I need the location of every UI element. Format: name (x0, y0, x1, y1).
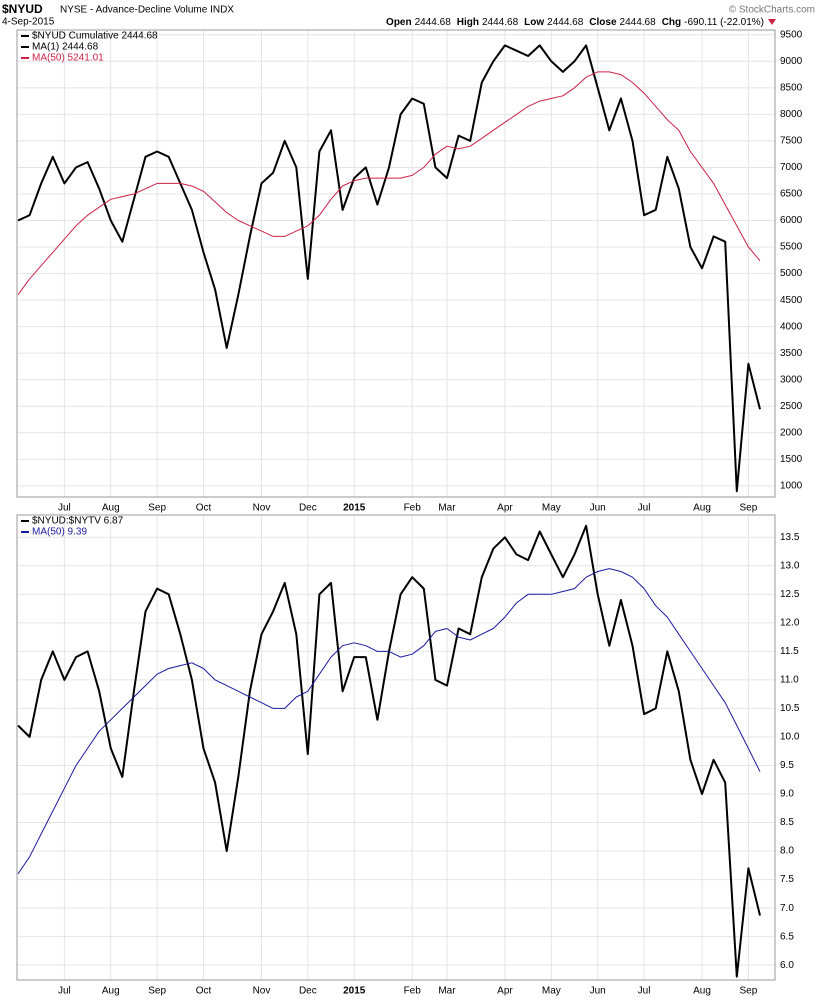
x-tick-label: Jun (590, 986, 606, 997)
x-tick-label: Sep (740, 986, 758, 997)
symbol-name: NYSE - Advance-Decline Volume INDX (60, 5, 234, 16)
plot-border (16, 29, 776, 498)
y-tick-label: 7.5 (780, 874, 794, 885)
x-tick-label: Apr (497, 503, 513, 514)
quote-label: Close (589, 17, 617, 28)
x-tick-label: Sep (148, 986, 166, 997)
y-tick-label: 5500 (780, 242, 803, 253)
plot-border (16, 514, 776, 981)
y-tick-label: 11.0 (780, 675, 799, 686)
x-tick-label: Sep (740, 503, 758, 514)
quote-label: High (457, 17, 479, 28)
y-tick-label: 3000 (780, 374, 803, 385)
x-tick-label: Mar (438, 503, 456, 514)
plot-area (17, 30, 775, 497)
x-tick-label: Aug (693, 986, 711, 997)
x-tick-label: Apr (497, 986, 513, 997)
symbol: $NYUD (2, 2, 43, 16)
series-line (17, 568, 761, 875)
x-tick-label: Aug (693, 503, 711, 514)
y-tick-label: 8.0 (780, 846, 794, 857)
x-tick-label: Dec (299, 986, 317, 997)
y-tick-label: 4500 (780, 295, 803, 306)
x-tick-label: Dec (299, 503, 317, 514)
y-tick-label: 6000 (780, 215, 803, 226)
x-tick-label: Feb (404, 986, 422, 997)
y-tick-label: 10.0 (780, 732, 800, 743)
x-tick-label: Sep (148, 503, 166, 514)
y-tick-label: 7500 (780, 136, 803, 147)
y-tick-label: 2500 (780, 401, 803, 412)
x-tick-label: Feb (404, 503, 422, 514)
quote-value: -690.11 (-22.01%) (684, 17, 764, 28)
legend-label: MA(50) 9.39 (32, 527, 87, 538)
y-tick-label: 8.5 (780, 817, 794, 828)
series-line (17, 44, 761, 493)
x-tick-label: Jul (638, 503, 651, 514)
y-tick-label: 2000 (780, 427, 803, 438)
legend-label: MA(50) 5241.01 (32, 53, 104, 64)
x-tick-label: Mar (438, 986, 456, 997)
x-tick-label: 2015 (343, 986, 366, 997)
down-arrow (768, 19, 776, 25)
quote-line: Open 2444.68 High 2444.68 Low 2444.68 Close 244… (386, 17, 764, 28)
quote-value: 2444.68 (482, 17, 519, 28)
x-tick-label: Jun (590, 503, 606, 514)
legend-label: MA(1) 2444.68 (32, 42, 99, 53)
y-tick-label: 4000 (780, 321, 803, 332)
y-tick-label: 7.0 (780, 903, 794, 914)
y-tick-label: 9500 (780, 29, 803, 40)
x-tick-label: May (542, 986, 561, 997)
series-line (17, 71, 761, 296)
legend-label: $NYUD Cumulative 2444.68 (32, 31, 158, 42)
y-tick-label: 9.0 (780, 789, 794, 800)
date: 4-Sep-2015 (2, 17, 55, 28)
y-tick-label: 11.5 (780, 646, 799, 657)
plot-area (17, 515, 775, 980)
y-tick-label: 6500 (780, 189, 803, 200)
y-tick-label: 8500 (780, 82, 803, 93)
y-tick-label: 6.5 (780, 931, 794, 942)
x-tick-label: Aug (102, 986, 120, 997)
y-tick-label: 3500 (780, 348, 803, 359)
quote-label: Low (524, 17, 544, 28)
quote-label: Chg (662, 17, 681, 28)
x-tick-label: Nov (253, 986, 271, 997)
x-tick-label: Aug (102, 503, 120, 514)
y-tick-label: 5000 (780, 268, 803, 279)
legend-label: $NYUD:$NYTV 6.87 (32, 516, 124, 527)
y-tick-label: 9.5 (780, 760, 794, 771)
copyright: © StockCharts.com (729, 5, 815, 16)
y-tick-label: 7000 (780, 162, 803, 173)
x-tick-label: Jul (638, 986, 651, 997)
y-tick-label: 12.0 (780, 617, 800, 628)
y-tick-label: 9000 (780, 56, 803, 67)
quote-label: Open (386, 17, 412, 28)
x-tick-label: Jul (58, 986, 71, 997)
x-tick-label: 2015 (343, 503, 366, 514)
y-tick-label: 6.0 (780, 960, 794, 971)
y-tick-label: 13.0 (780, 560, 800, 571)
quote-value: 2444.68 (547, 17, 584, 28)
x-tick-label: Nov (253, 503, 271, 514)
y-tick-label: 1500 (780, 454, 803, 465)
x-tick-label: May (542, 503, 561, 514)
quote-value: 2444.68 (415, 17, 452, 28)
y-tick-label: 1000 (780, 480, 803, 491)
y-tick-label: 13.5 (780, 532, 800, 543)
y-tick-label: 12.5 (780, 589, 800, 600)
y-tick-label: 10.5 (780, 703, 800, 714)
x-tick-label: Oct (196, 503, 212, 514)
quote-value: 2444.68 (620, 17, 657, 28)
x-tick-label: Jul (58, 503, 71, 514)
y-tick-label: 8000 (780, 109, 803, 120)
x-tick-label: Oct (196, 986, 212, 997)
